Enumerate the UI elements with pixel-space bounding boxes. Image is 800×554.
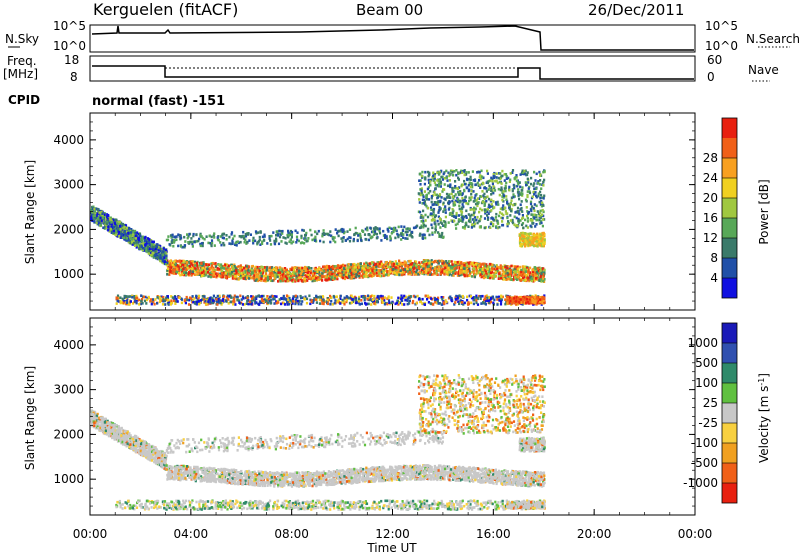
- power-colorbar-label: Power [dB]: [757, 179, 771, 244]
- x-tick-label: 16:00: [476, 527, 511, 541]
- power-panel: [89, 112, 696, 311]
- y-tick-label: 3000: [53, 383, 84, 397]
- freq-tick-bottom: 8: [70, 70, 78, 84]
- colorbar-swatch: [722, 463, 737, 483]
- nsky-tick-top: 10^5: [53, 19, 86, 33]
- y-tick-label: 2000: [53, 222, 84, 236]
- date-label: 26/Dec/2011: [588, 1, 685, 19]
- nsky-right-tick-top: 10^5: [705, 19, 738, 33]
- colorbar-swatch: [722, 323, 737, 343]
- colorbar-tick-label: 12: [703, 231, 718, 245]
- colorbar-swatch: [722, 423, 737, 443]
- colorbar-swatch: [722, 198, 737, 218]
- nave-tick-bottom: 0: [707, 70, 715, 84]
- nsky-right-tick-bottom: 10^0: [705, 39, 738, 53]
- y-tick-label: 3000: [53, 178, 84, 192]
- x-axis-label: Time UT: [366, 541, 417, 554]
- velocity-data: [90, 374, 546, 511]
- nsky-trace: [91, 25, 694, 51]
- colorbar-tick-label: 25: [703, 396, 718, 410]
- colorbar-tick-label: 8: [710, 251, 718, 265]
- colorbar-tick-label: -100: [691, 436, 718, 450]
- x-tick-label: 12:00: [375, 527, 410, 541]
- colorbar-tick-label: 4: [710, 271, 718, 285]
- y-tick-label: 1000: [53, 267, 84, 281]
- colorbar-tick-label: 16: [703, 211, 718, 225]
- colorbar-tick-label: 28: [703, 151, 718, 165]
- colorbar-tick-label: 100: [695, 376, 718, 390]
- colorbar-swatch: [722, 443, 737, 463]
- colorbar-tick-label: -1000: [683, 476, 718, 490]
- nsky-panel: [89, 24, 696, 53]
- colorbar-swatch: [722, 258, 737, 278]
- freq-panel: [89, 55, 696, 82]
- colorbar-tick-label: -25: [698, 416, 718, 430]
- nsky-tick-bottom: 10^0: [53, 39, 86, 53]
- colorbar-tick-label: -500: [691, 456, 718, 470]
- y-tick-label: 1000: [53, 472, 84, 486]
- cpid-value: normal (fast) -151: [92, 94, 225, 109]
- colorbars: 4 8 12 16 20 24 28 1000 500 100 25 -25 -100 -500 -1000: [683, 117, 738, 504]
- nave-label: Nave: [748, 63, 779, 77]
- colorbar-swatch: [722, 343, 737, 363]
- colorbar-tick-label: 1000: [687, 336, 718, 350]
- beam-label: Beam 00: [356, 1, 424, 19]
- freq-label: Freq.: [7, 54, 37, 68]
- power-data: [90, 169, 546, 306]
- colorbar-swatch: [722, 118, 737, 138]
- velocity-panel: [89, 317, 696, 516]
- colorbar-tick-label: 20: [703, 191, 718, 205]
- x-tick-label: 08:00: [274, 527, 309, 541]
- colorbar-swatch: [722, 138, 737, 158]
- site-title: Kerguelen (fitACF): [93, 0, 239, 19]
- nsearch-label: N.Search: [746, 32, 800, 46]
- nsky-left-label: N.Sky: [5, 32, 39, 46]
- y-tick-label: 4000: [53, 133, 84, 147]
- colorbar-swatch: [722, 278, 737, 298]
- power-ylabel: Slant Range [km]: [23, 160, 37, 264]
- colorbar-swatch: [722, 383, 737, 403]
- x-tick-label: 00:00: [73, 527, 108, 541]
- colorbar-swatch: [722, 238, 737, 258]
- x-tick-label: 04:00: [174, 527, 209, 541]
- colorbar-swatch: [722, 178, 737, 198]
- freq-unit-label: [MHz]: [3, 67, 38, 81]
- y-tick-label: 4000: [53, 338, 84, 352]
- colorbar-swatch: [722, 363, 737, 383]
- colorbar-swatch: [722, 218, 737, 238]
- colorbar-tick-label: 500: [695, 356, 718, 370]
- velocity-colorbar-label: Velocity [m s-1]: [757, 373, 772, 463]
- freq-tick-top: 18: [64, 53, 79, 67]
- nave-tick-top: 60: [707, 53, 722, 67]
- colorbar-swatch: [722, 483, 737, 503]
- x-tick-label: 20:00: [577, 527, 612, 541]
- cpid-label: CPID: [8, 93, 40, 107]
- axis-ticks: 00:00 04:00 08:00 12:00 16:00 20:00 00:00 1000 2…: [53, 113, 712, 541]
- colorbar-swatch: [722, 403, 737, 423]
- colorbar-tick-label: 24: [703, 171, 718, 185]
- velocity-ylabel: Slant Range [km]: [23, 366, 37, 470]
- y-tick-label: 2000: [53, 427, 84, 441]
- colorbar-swatch: [722, 158, 737, 178]
- x-tick-label: 00:00: [678, 527, 713, 541]
